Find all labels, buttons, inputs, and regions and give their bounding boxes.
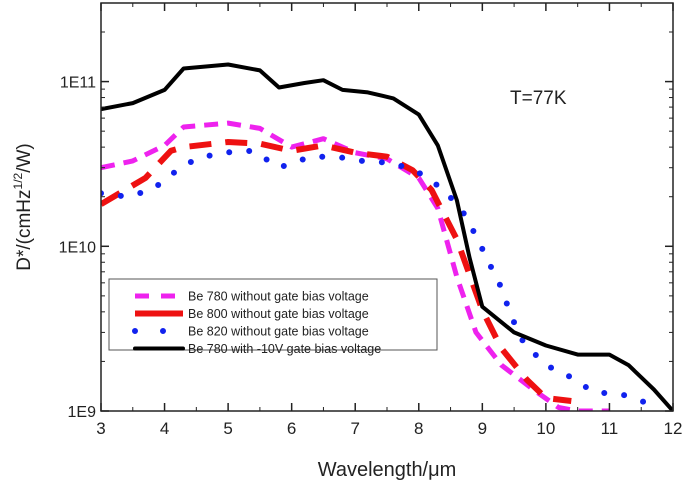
x-tick-label: 8 (414, 419, 423, 438)
y-tick-label: 1E9 (68, 404, 97, 421)
y-tick-label: 1E10 (59, 239, 96, 256)
temperature-annotation: T=77K (510, 88, 567, 109)
series-line-2 (101, 139, 572, 404)
x-tick-label: 4 (160, 419, 169, 438)
x-tick-label: 10 (536, 419, 555, 438)
x-tick-label: 7 (350, 419, 359, 438)
x-tick-label: 11 (601, 419, 619, 438)
series-line-3 (101, 147, 654, 408)
x-tick-label: 12 (664, 419, 683, 438)
legend-label-2: Be 800 without gate bias voltage (188, 307, 369, 321)
legend-label-4: Be 780 with -10V gate bias voltage (188, 342, 381, 356)
series-line-4 (101, 62, 673, 411)
axis-ticks: 3 4 5 6 7 8 9 10 11 12 1E9 1E10 1E11 (59, 2, 683, 438)
x-tick-label: 5 (223, 419, 232, 438)
legend-label-1: Be 780 without gate bias voltage (188, 290, 369, 304)
plot-area (101, 62, 673, 411)
x-tick-label: 6 (287, 419, 296, 438)
x-tick-label: 9 (478, 419, 487, 438)
y-tick-label: 1E11 (60, 75, 96, 92)
legend: Be 780 without gate bias voltage Be 800 w… (108, 278, 438, 356)
x-axis-label: Wavelength/μm (318, 459, 457, 481)
series-line-1 (101, 120, 610, 411)
y-axis-label: D*/(cmHz1/2/W) (11, 143, 35, 271)
x-tick-label: 3 (96, 419, 105, 438)
legend-label-3: Be 820 without gate bias voltage (188, 325, 369, 339)
